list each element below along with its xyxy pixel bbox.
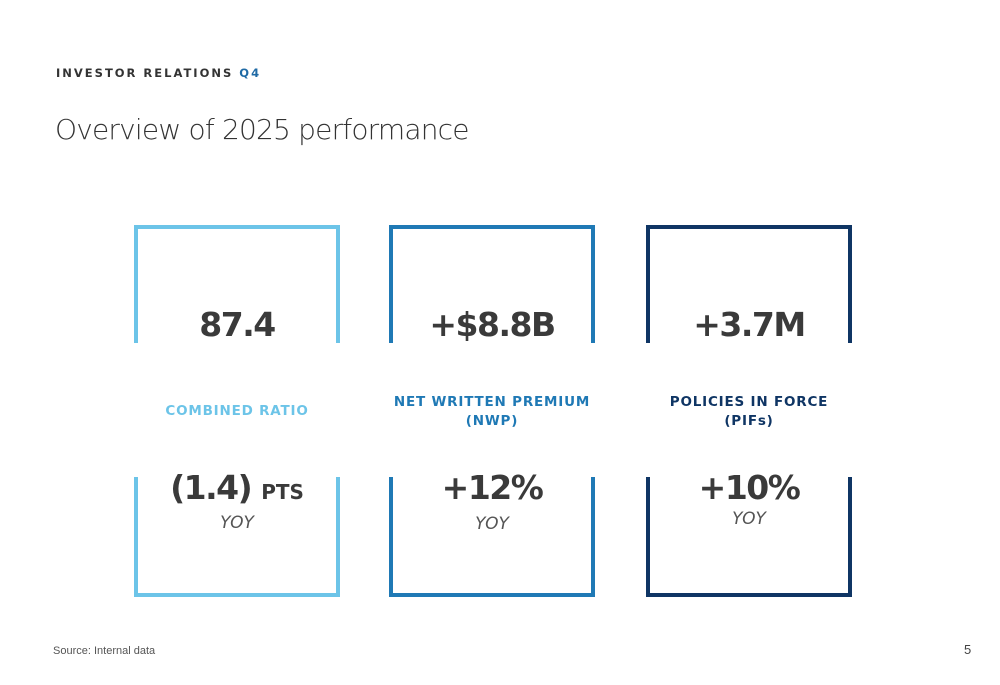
card-frame-bottom xyxy=(389,477,595,597)
change-number: +12% xyxy=(441,468,544,507)
card-frame-bottom xyxy=(134,477,340,597)
metric-value: +3.7M xyxy=(693,305,806,344)
source-note: Source: Internal data xyxy=(53,645,156,657)
metric-label-line1: POLICIES IN FORCE xyxy=(669,394,829,410)
page-number: 5 xyxy=(964,642,972,657)
period-label: YOY xyxy=(220,513,254,533)
kicker-text: INVESTOR RELATIONS xyxy=(56,66,234,80)
combined-ratio-card: 87.4 COMBINED RATIO (1.4) PTS YOY xyxy=(134,225,340,597)
policies-in-force-card: +3.7M POLICIES IN FORCE (PIFs) +10% YOY xyxy=(646,225,852,597)
card-frame-top xyxy=(646,225,852,343)
net-written-premium-card: +$8.8B NET WRITTEN PREMIUM (NWP) +12% YO… xyxy=(389,225,595,597)
card-frame-top xyxy=(389,225,595,343)
change-unit: PTS xyxy=(261,480,304,504)
change-number: +10% xyxy=(698,468,801,507)
metric-label: POLICIES IN FORCE (PIFs) xyxy=(626,393,872,431)
change-value: +12% xyxy=(389,468,595,507)
metric-label: COMBINED RATIO xyxy=(114,402,360,421)
change-number: (1.4) xyxy=(170,468,253,507)
metric-label-line2: (PIFs) xyxy=(724,413,774,429)
card-frame-top xyxy=(134,225,340,343)
metric-value: 87.4 xyxy=(199,305,276,344)
metric-label-line1: COMBINED RATIO xyxy=(165,403,309,419)
page-title: Overview of 2025 performance xyxy=(55,113,470,146)
metric-label: NET WRITTEN PREMIUM (NWP) xyxy=(369,393,615,431)
change-value: +10% xyxy=(646,468,852,507)
change-value: (1.4) PTS xyxy=(134,468,340,507)
period-label: YOY xyxy=(732,509,766,529)
card-frame-bottom xyxy=(646,477,852,597)
period-label: YOY xyxy=(475,514,509,534)
metric-label-line2: (NWP) xyxy=(465,413,519,429)
section-kicker: INVESTOR RELATIONS Q4 xyxy=(56,66,261,80)
metric-label-line1: NET WRITTEN PREMIUM xyxy=(393,394,591,410)
quarter-label: Q4 xyxy=(239,66,262,80)
metric-value: +$8.8B xyxy=(429,305,556,344)
